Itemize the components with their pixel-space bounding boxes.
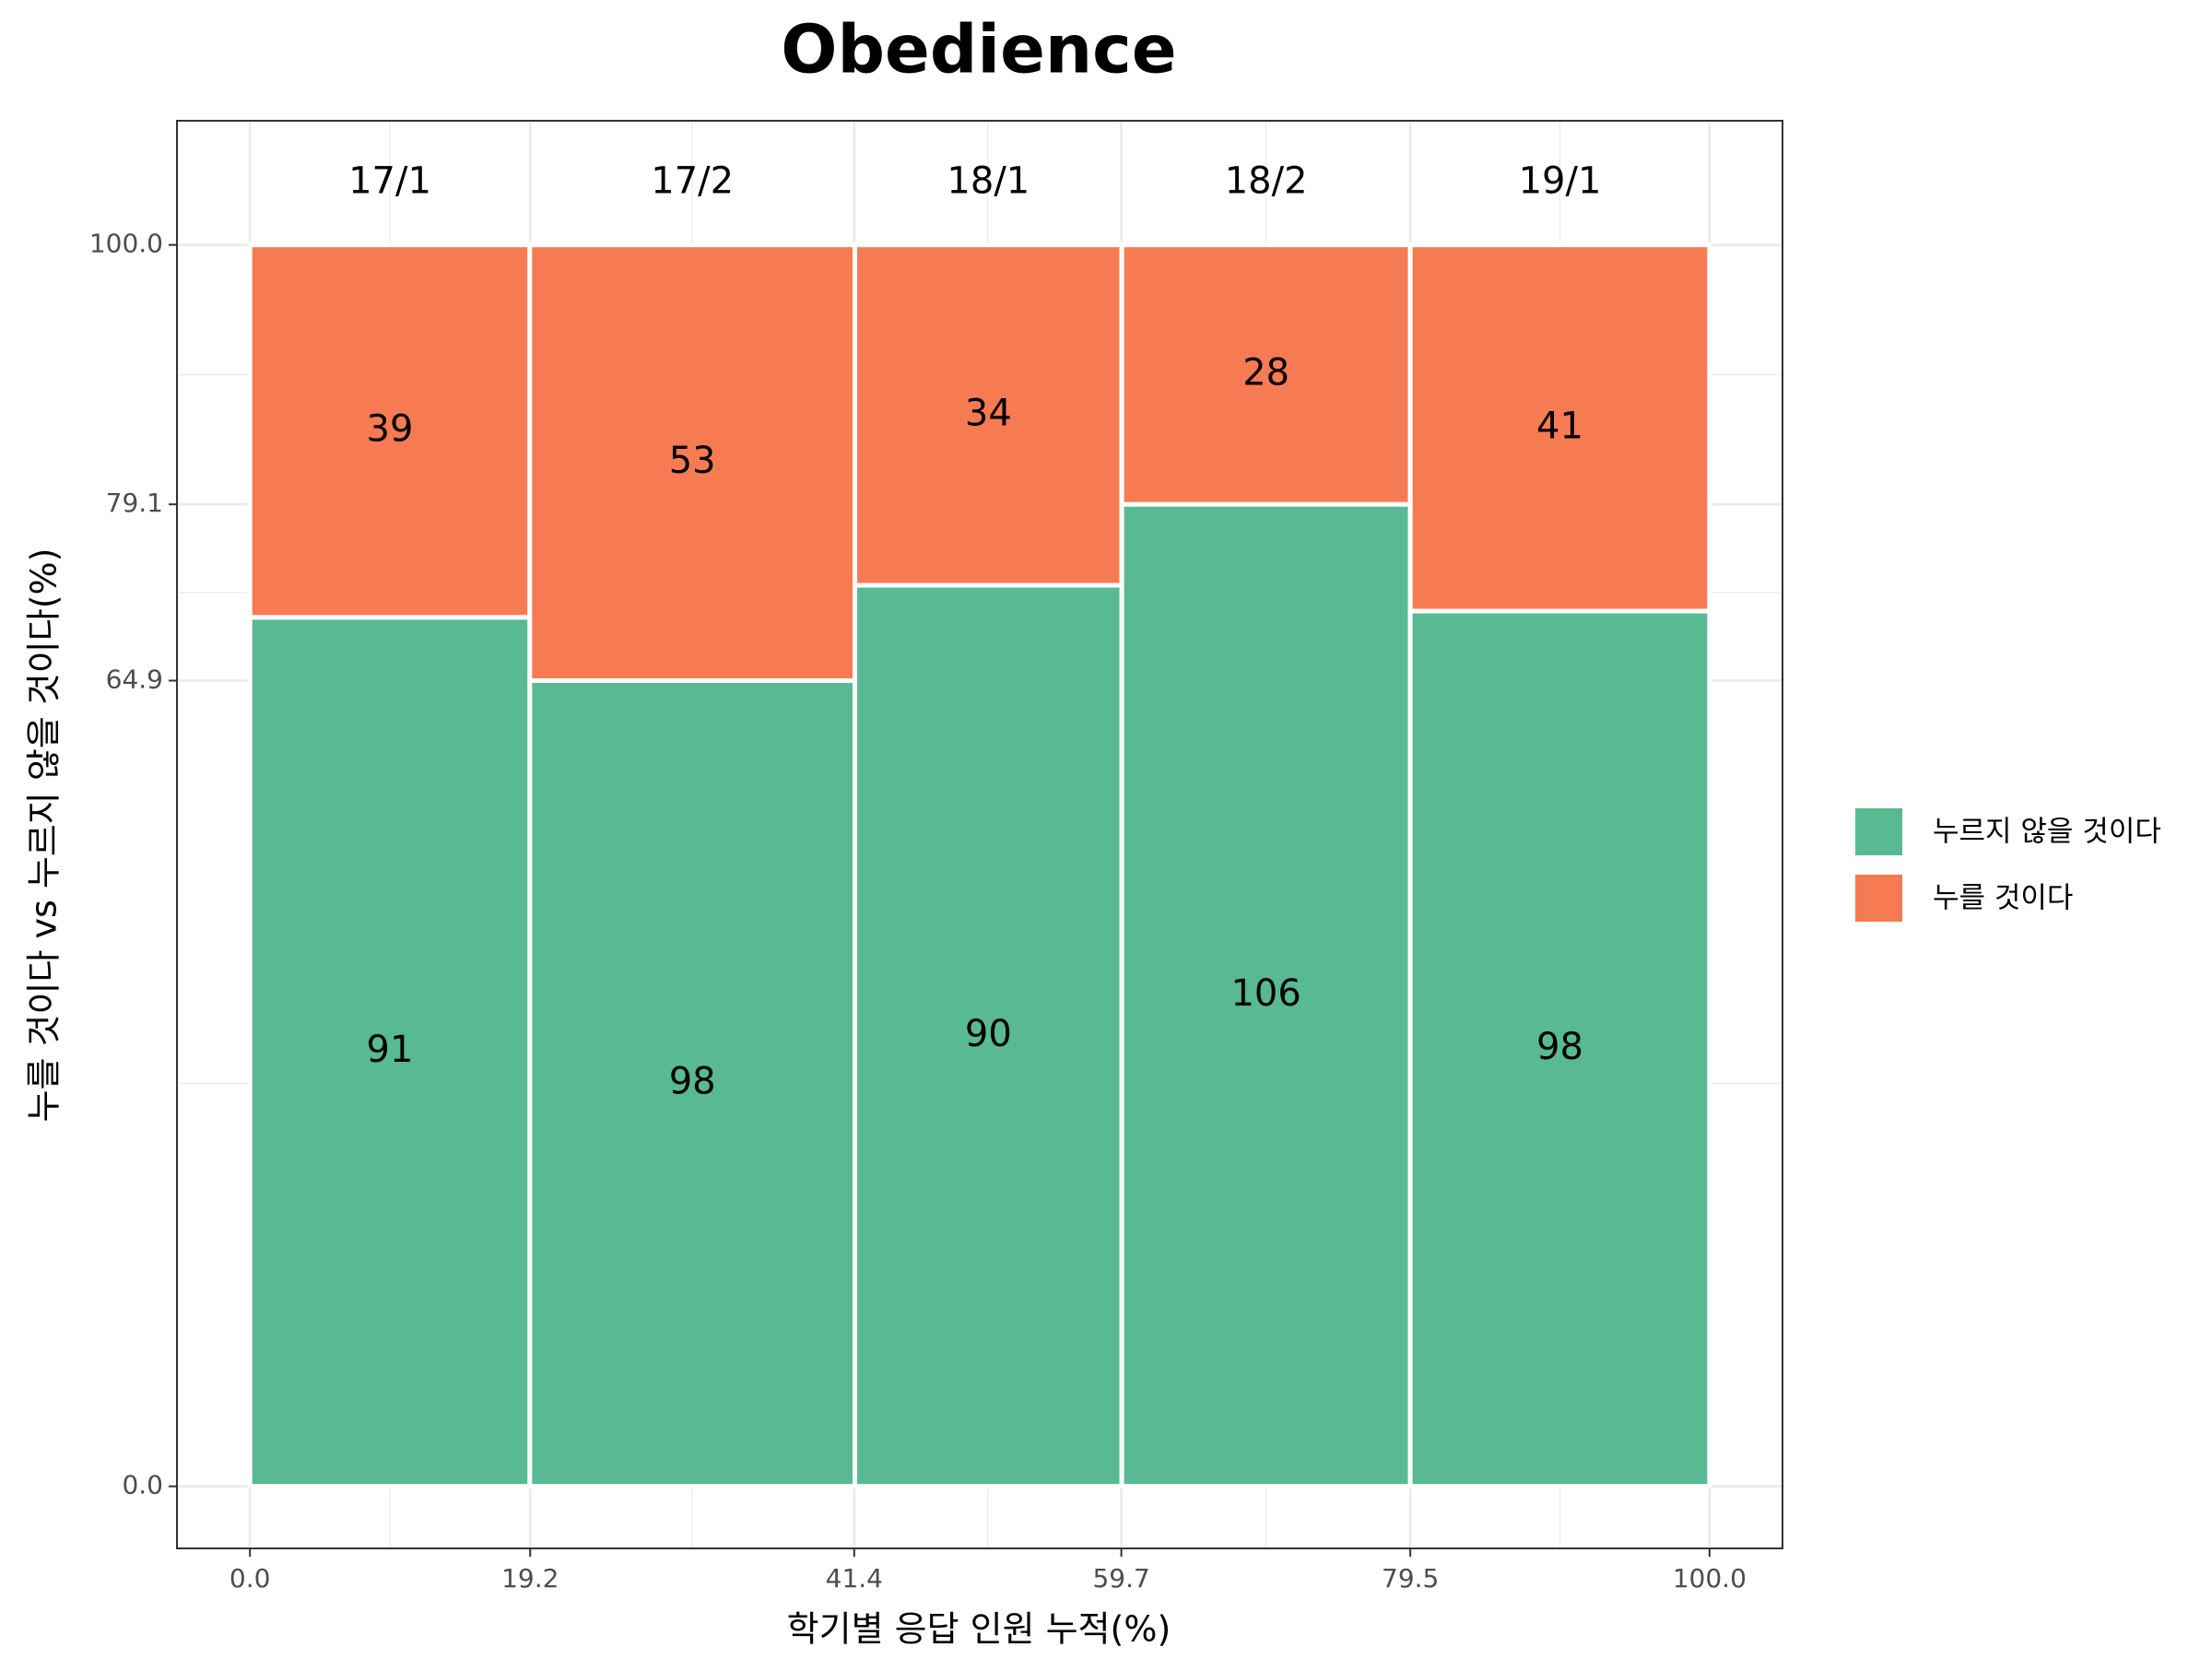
- mosaic-cell: [247, 242, 533, 620]
- y-tick-label: 79.1: [106, 488, 163, 518]
- mosaic-cell: [1407, 242, 1712, 614]
- x-tick-label: 59.7: [1092, 1563, 1149, 1594]
- data-label: 39: [367, 408, 414, 451]
- mosaic-cell: [527, 242, 858, 683]
- legend-key: [1855, 875, 1902, 922]
- data-label: 98: [669, 1061, 716, 1103]
- y-tick-label: 64.9: [106, 664, 163, 694]
- mosaic-cell: [853, 242, 1124, 588]
- x-tick-label: 41.4: [826, 1563, 883, 1594]
- x-tick-label: 79.5: [1382, 1563, 1439, 1594]
- y-tick-label: 0.0: [122, 1470, 163, 1500]
- category-label: 17/1: [348, 159, 431, 202]
- mosaic-cell: [1407, 608, 1712, 1489]
- data-label: 53: [669, 440, 716, 482]
- data-label: 34: [965, 392, 1012, 434]
- plot-border: [176, 120, 1783, 1549]
- mosaic-cell: [247, 615, 533, 1489]
- legend-label: 누를 것이다: [1933, 882, 2073, 915]
- category-label: 17/2: [651, 159, 734, 202]
- legend-label: 누르지 않을 것이다: [1933, 816, 2161, 849]
- data-label: 91: [367, 1029, 414, 1071]
- x-tick-label: 19.2: [501, 1563, 559, 1594]
- x-tick-label: 100.0: [1673, 1563, 1747, 1594]
- category-label: 19/1: [1519, 159, 1602, 202]
- x-axis-label: 학기별 응답 인원 누적(%): [787, 1609, 1171, 1650]
- legend-key: [1855, 808, 1902, 855]
- y-tick-label: 100.0: [89, 229, 163, 259]
- category-label: 18/1: [947, 159, 1030, 202]
- data-label: 28: [1242, 351, 1289, 394]
- mosaic-cell: [1119, 501, 1413, 1489]
- mosaic-cell: [1119, 242, 1413, 507]
- x-tick-label: 0.0: [229, 1563, 271, 1594]
- chart-title: Obedience: [781, 11, 1176, 88]
- data-label: 106: [1230, 972, 1300, 1015]
- y-axis-label: 누를 것이다 vs 누르지 않을 것이다(%): [24, 548, 65, 1123]
- data-label: 98: [1536, 1026, 1583, 1068]
- data-label: 41: [1536, 405, 1583, 447]
- category-label: 18/2: [1225, 159, 1308, 202]
- data-label: 90: [965, 1013, 1012, 1055]
